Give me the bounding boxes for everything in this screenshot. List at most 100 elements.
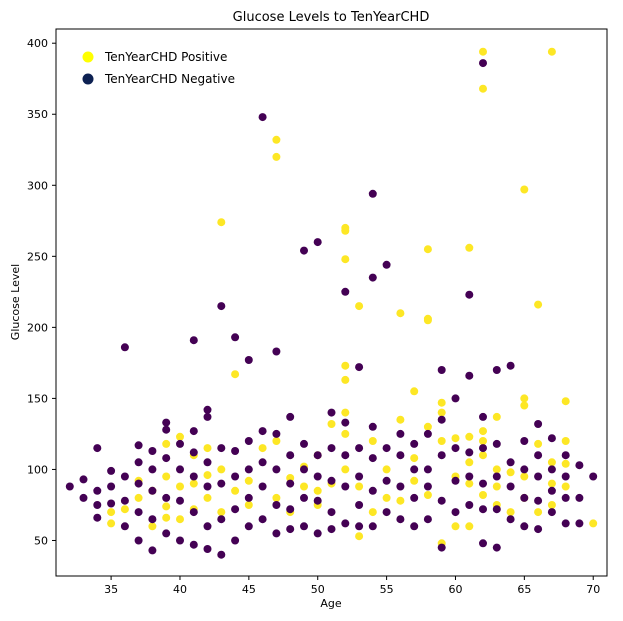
data-point-positive [107, 508, 116, 517]
legend-label-positive: TenYearCHD Positive [104, 50, 227, 64]
data-point-negative [272, 501, 281, 509]
data-point-negative [134, 508, 143, 517]
data-point-negative [355, 444, 364, 453]
data-point-positive [148, 522, 157, 531]
data-point-positive [162, 513, 171, 522]
y-axis-title: Glucose Level [9, 264, 22, 340]
data-point-negative [134, 458, 143, 467]
data-point-positive [244, 501, 253, 509]
data-point-positive [396, 496, 405, 505]
y-tick-label: 300 [27, 179, 48, 192]
data-point-negative [327, 508, 336, 517]
data-point-negative [437, 451, 446, 460]
data-point-negative [313, 529, 322, 538]
data-point-negative [410, 465, 419, 474]
y-tick-label: 150 [27, 392, 48, 405]
data-point-negative [534, 451, 543, 460]
data-point-positive [368, 508, 377, 517]
data-point-positive [176, 432, 184, 441]
data-point-negative [534, 496, 543, 505]
data-point-negative [231, 447, 240, 455]
data-point-negative [382, 444, 391, 453]
data-point-positive [561, 437, 570, 445]
data-point-negative [423, 465, 432, 474]
data-point-positive [341, 255, 350, 264]
data-point-negative [79, 493, 88, 502]
data-point-negative [300, 246, 308, 255]
data-point-positive [410, 476, 419, 485]
data-point-positive [479, 491, 487, 499]
data-point-negative [465, 472, 474, 481]
data-point-negative [244, 522, 253, 531]
data-point-positive [217, 465, 226, 474]
data-point-negative [437, 366, 446, 374]
data-point-negative [341, 287, 350, 296]
data-point-negative [465, 501, 474, 509]
data-point-positive [534, 300, 543, 309]
data-point-positive [410, 387, 419, 396]
data-point-negative [465, 371, 474, 380]
data-point-negative [561, 472, 570, 481]
data-point-positive [547, 479, 556, 488]
data-point-positive [479, 451, 487, 460]
data-point-negative [341, 418, 350, 427]
data-point-positive [479, 427, 487, 436]
data-point-positive [313, 486, 322, 495]
data-point-negative [244, 493, 253, 502]
data-point-positive [437, 408, 446, 417]
data-point-negative [189, 448, 198, 457]
data-point-negative [148, 486, 157, 495]
data-point-positive [341, 361, 350, 370]
data-point-negative [107, 482, 116, 491]
data-point-negative [492, 439, 501, 448]
data-point-negative [120, 496, 129, 505]
data-point-negative [368, 273, 377, 282]
data-point-negative [355, 363, 364, 372]
data-point-negative [479, 59, 487, 68]
data-point-negative [107, 499, 116, 508]
data-point-negative [65, 482, 74, 491]
data-point-positive [396, 309, 405, 318]
data-point-negative [244, 465, 253, 474]
data-point-negative [107, 466, 116, 475]
data-point-negative [313, 451, 322, 460]
data-point-negative [465, 290, 474, 299]
data-point-positive [561, 459, 570, 468]
data-point-positive [300, 482, 308, 491]
data-point-negative [561, 493, 570, 502]
data-point-negative [423, 515, 432, 524]
data-point-negative [203, 482, 212, 491]
data-point-negative [203, 405, 212, 414]
data-point-positive [162, 472, 171, 481]
data-point-negative [286, 479, 295, 488]
data-point-negative [368, 454, 377, 463]
data-point-negative [189, 336, 198, 345]
data-point-negative [327, 408, 336, 417]
data-point-positive [341, 226, 350, 235]
data-point-positive [534, 439, 543, 448]
data-point-negative [575, 519, 584, 528]
data-point-negative [176, 536, 184, 545]
data-point-negative [327, 525, 336, 534]
data-point-positive [341, 408, 350, 417]
y-tick-label: 100 [27, 463, 48, 476]
data-point-negative [506, 482, 515, 491]
data-point-negative [561, 519, 570, 528]
data-point-positive [547, 458, 556, 467]
data-point-negative [451, 444, 460, 453]
data-point-negative [217, 550, 226, 559]
data-point-positive [520, 185, 529, 194]
data-point-negative [120, 343, 129, 352]
data-point-negative [203, 458, 212, 467]
data-point-positive [465, 522, 474, 531]
data-point-negative [396, 429, 405, 438]
data-point-positive [231, 370, 240, 379]
data-point-negative [575, 493, 584, 502]
data-point-negative [506, 361, 515, 370]
x-tick-label: 45 [242, 583, 256, 596]
data-point-negative [355, 522, 364, 531]
legend-marker-positive [82, 51, 94, 63]
data-point-negative [520, 465, 529, 474]
data-point-negative [272, 465, 281, 474]
